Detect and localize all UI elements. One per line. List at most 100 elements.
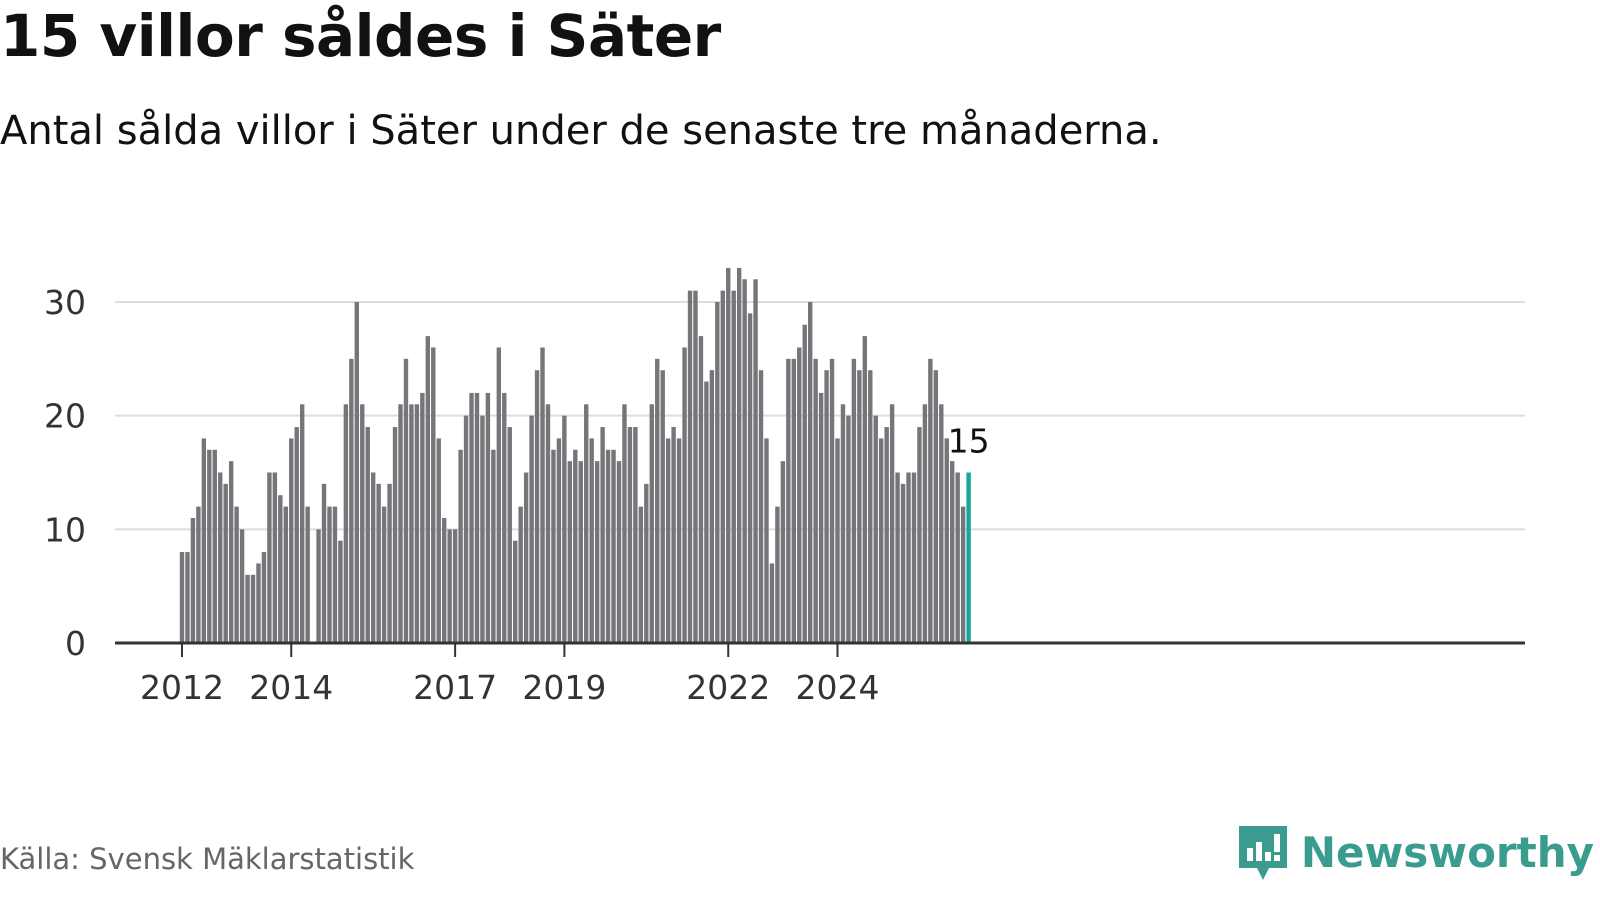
bar: [338, 540, 343, 643]
bar: [807, 302, 813, 643]
bar: [409, 404, 414, 643]
bar: [824, 370, 829, 643]
bar: [900, 483, 906, 643]
bar: [398, 404, 403, 643]
bar: [715, 302, 720, 643]
bar: [665, 438, 671, 643]
y-tick-label: 0: [65, 624, 86, 663]
bar: [294, 427, 299, 643]
x-tick-label: 2022: [686, 668, 770, 707]
bar: [578, 461, 583, 643]
bar: [939, 404, 944, 643]
bar: [218, 472, 223, 643]
bar: [458, 449, 463, 643]
bar: [442, 517, 447, 643]
bar: [272, 472, 278, 643]
data-label: 15: [948, 422, 990, 461]
bar: [480, 415, 485, 643]
bar: [392, 427, 398, 643]
bar: [687, 290, 693, 643]
bar: [720, 290, 725, 643]
bar: [802, 324, 807, 643]
bar: [534, 370, 540, 643]
bar: [360, 404, 365, 643]
y-tick-label: 20: [44, 397, 86, 436]
axes: 0 10 20 30 15 2012 2014 2017 2019 2022 2024: [44, 283, 1525, 707]
bar: [758, 370, 764, 643]
bar: [327, 506, 332, 643]
bar: [447, 529, 452, 643]
bar: [775, 506, 780, 643]
chart-subtitle: Antal sålda villor i Säter under de sena…: [0, 108, 1162, 154]
bar: [868, 370, 873, 643]
bar-chart: 0 10 20 30 15 2012 2014 2017 2019 2022 2024: [44, 267, 1525, 707]
bar: [431, 347, 436, 643]
bar: [436, 438, 441, 643]
bar: [261, 552, 267, 643]
bar: [960, 506, 966, 643]
bar: [742, 279, 747, 643]
bar: [944, 438, 949, 643]
bar: [250, 574, 256, 643]
bar: [786, 358, 791, 643]
bar: [764, 438, 769, 643]
bar: [420, 392, 425, 643]
bar: [523, 472, 529, 643]
bar: [933, 370, 939, 643]
bar: [736, 267, 742, 643]
bar: [627, 427, 633, 643]
bar: [857, 370, 862, 643]
brand-logo: Newsworthy: [1237, 822, 1594, 882]
bar: [507, 427, 512, 643]
bar: [185, 552, 190, 643]
bar: [589, 438, 594, 643]
newsworthy-logo-icon: [1238, 826, 1287, 880]
bar: [190, 517, 196, 643]
bar: [474, 392, 480, 643]
bar: [485, 392, 491, 643]
bar: [928, 358, 933, 643]
bar: [305, 506, 310, 643]
bar: [496, 347, 502, 643]
bar: [911, 472, 917, 643]
bar: [354, 302, 359, 643]
bar: [895, 472, 900, 643]
bar: [370, 472, 376, 643]
bar: [179, 552, 185, 643]
bar: [797, 347, 802, 643]
bar: [584, 404, 589, 643]
bar: [562, 415, 567, 643]
bar: [267, 472, 272, 643]
bar: [873, 415, 878, 643]
bar: [518, 506, 523, 643]
bar: [469, 392, 474, 643]
bar: [611, 449, 616, 643]
bar: [731, 290, 736, 643]
x-tick-label: 2014: [249, 668, 333, 707]
bar: [693, 290, 698, 643]
bar: [540, 347, 545, 643]
bar: [791, 358, 796, 643]
bar: [491, 449, 496, 643]
bar-highlight: [966, 472, 971, 643]
bar: [201, 438, 207, 643]
bar: [256, 563, 261, 643]
bar: [463, 415, 469, 643]
y-tick-label: 30: [44, 283, 86, 322]
bar: [556, 438, 562, 643]
bar: [906, 472, 911, 643]
bar: [682, 347, 687, 643]
bar: [660, 370, 665, 643]
bar: [769, 563, 775, 643]
bar: [196, 506, 201, 643]
bar: [753, 279, 758, 643]
bar: [349, 358, 354, 643]
bar: [278, 495, 283, 643]
bar: [884, 427, 889, 643]
bar: [605, 449, 611, 643]
bar: [638, 506, 644, 643]
bar: [709, 370, 715, 643]
bar: [950, 461, 955, 643]
bar: [289, 438, 294, 643]
bar: [551, 449, 556, 643]
